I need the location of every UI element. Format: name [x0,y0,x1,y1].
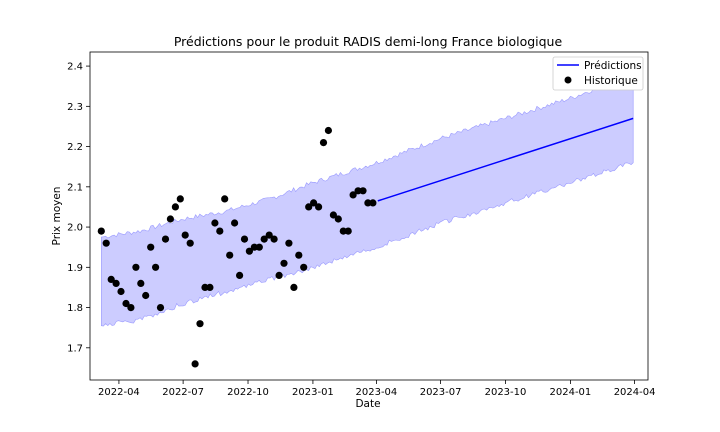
history-point [186,239,194,247]
history-point [245,247,253,255]
history-point [137,279,145,287]
history-point [97,227,105,235]
history-point [290,283,298,291]
history-point [132,263,140,271]
y-tick-label: 2.1 [67,182,83,193]
history-point [117,287,125,296]
history-point [310,199,318,207]
history-point [107,275,115,283]
history-point [161,235,170,243]
history-point [231,219,239,227]
history-point [275,271,283,279]
x-tick-label: 2023-04 [356,387,398,398]
y-tick-label: 2.3 [67,102,83,113]
history-point [142,291,150,300]
y-tick-label: 2.2 [67,142,83,153]
history-point [166,215,174,223]
y-tick-label: 1.9 [67,263,83,274]
legend: Prédictions Historique [552,56,644,91]
history-point [300,263,308,271]
x-axis-label: Date [355,398,380,410]
x-tick-label: 2022-04 [98,387,140,398]
history-point [171,203,179,211]
history-point [211,219,219,227]
x-tick-label: 2022-07 [162,387,204,398]
history-point [152,263,160,271]
chart-title: Prédictions pour le produit RADIS demi-l… [174,34,563,49]
history-point [315,203,323,211]
y-tick-label: 1.8 [67,303,83,314]
legend-marker-swatch [564,76,572,84]
history-point [181,231,189,239]
history-point [329,211,337,219]
history-point [147,243,155,251]
history-point [127,304,135,312]
y-tick-label: 1.7 [67,343,83,354]
x-tick-label: 2024-04 [614,387,656,398]
history-point [236,271,244,279]
history-point [191,360,199,368]
history-point [280,259,288,267]
plot-area [97,73,634,368]
y-axis: 1.7 1.8 1.9 2.0 2.1 2.2 2.3 2.4 [67,62,90,354]
x-tick-label: 2023-07 [420,387,462,398]
history-point [206,283,214,291]
history-point [324,126,332,135]
history-point [176,195,184,203]
history-point [359,187,367,195]
x-tick-label: 2023-10 [485,387,527,398]
history-point [319,139,328,147]
history-point [102,239,110,247]
history-point [216,227,224,235]
y-axis-label: Prix moyen [51,187,63,246]
history-point [285,239,293,247]
x-tick-label: 2024-01 [550,387,592,398]
history-point [334,215,342,223]
history-point [122,299,130,308]
history-point [369,199,377,207]
prediction-line [377,117,634,202]
history-point [295,251,303,259]
y-tick-label: 2.0 [67,223,83,234]
x-axis: 2022-04 2022-07 2022-10 2023-01 2023-04 2023-… [98,380,655,398]
history-point [196,320,204,328]
history-point [265,231,273,239]
history-point [305,203,313,211]
history-point [226,251,234,259]
history-point [260,235,268,243]
x-tick-label: 2022-10 [227,387,269,398]
history-point [270,235,278,243]
y-tick-label: 2.4 [67,62,83,73]
history-point [240,235,249,243]
legend-label-predictions: Prédictions [584,60,642,72]
history-points [97,126,377,368]
history-point [112,279,120,287]
history-point [349,191,357,199]
legend-label-history: Historique [584,75,638,87]
x-tick-label: 2023-01 [292,387,334,398]
plot-frame [89,51,649,381]
history-point [344,227,352,235]
history-point [221,195,229,203]
history-point [156,304,165,312]
history-point [364,199,372,207]
history-point [255,243,263,251]
